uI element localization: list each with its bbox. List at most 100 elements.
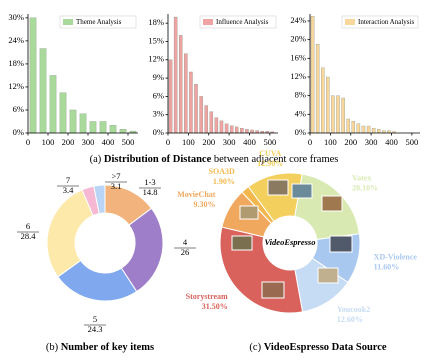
bar <box>39 48 47 134</box>
thumbnail <box>267 179 289 196</box>
legend-swatch <box>345 19 355 25</box>
bar <box>184 53 188 134</box>
legend-label: Interaction Analysis <box>358 18 414 26</box>
center-label: VideoEspresso <box>264 237 315 247</box>
thumbnail <box>321 195 343 212</box>
thumbnail <box>239 205 259 220</box>
bar <box>377 129 381 134</box>
bar <box>245 129 249 134</box>
slice-label: MovieChat <box>177 190 216 199</box>
x-tick-label: 500 <box>263 137 276 147</box>
x-tick-label: 200 <box>62 137 75 147</box>
caption-bold: Number of key items <box>61 342 154 353</box>
bar <box>235 126 239 134</box>
bar <box>331 95 335 134</box>
x-tick-label: 300 <box>82 137 95 147</box>
x-tick-label: 500 <box>122 137 135 147</box>
bar <box>240 127 244 134</box>
bar <box>336 95 340 134</box>
bar <box>310 16 315 134</box>
value-label: 3.1 <box>111 181 122 191</box>
value-label: 1.90% <box>213 177 235 186</box>
x-tick-label: 400 <box>102 137 115 147</box>
thumbnail <box>317 267 339 284</box>
y-tick-label: 12% <box>148 54 164 64</box>
caption-b: (b) Number of key items <box>46 342 154 353</box>
bar <box>361 125 366 134</box>
y-tick-label: 8% <box>295 90 306 100</box>
bar <box>119 129 127 134</box>
bar <box>346 118 350 134</box>
y-tick-label: 24% <box>8 35 24 45</box>
bar <box>99 121 107 134</box>
slice-label: Youcook2 <box>337 305 370 314</box>
value-label: 14.8 <box>143 187 158 197</box>
slice <box>93 184 106 215</box>
y-tick-label: 4% <box>295 108 306 118</box>
slice-label: 6 <box>26 221 30 231</box>
slice-label: Storystream <box>186 292 228 301</box>
y-tick-label: 3% <box>153 109 164 119</box>
y-tick-label: 15% <box>148 35 164 45</box>
bar <box>366 125 371 134</box>
legend-swatch <box>63 19 73 25</box>
value-label: 20.10% <box>352 183 378 192</box>
caption-label: (a) <box>90 154 102 165</box>
bar <box>189 71 193 134</box>
bar <box>79 113 87 134</box>
x-tick-label: 100 <box>42 137 55 147</box>
x-tick-label: 0 <box>166 137 170 147</box>
center-hole <box>263 216 317 270</box>
slice-label: >7 <box>111 171 120 181</box>
x-tick-label: 300 <box>365 137 378 147</box>
y-tick-label: 0% <box>13 127 24 137</box>
legend-box <box>199 15 277 29</box>
caption-c: (c) VideoEspresso Data Source <box>249 342 387 353</box>
y-tick-label: 12% <box>8 81 24 91</box>
caption-label: (c) <box>249 342 261 353</box>
bar <box>214 117 219 134</box>
slice-label: 5 <box>93 314 97 324</box>
y-tick-label: 12% <box>290 71 306 81</box>
bar <box>89 121 97 134</box>
x-tick-label: 400 <box>385 137 398 147</box>
y-tick-label: 9% <box>153 72 164 82</box>
y-tick-label: 6% <box>153 90 164 100</box>
slice-label: 4 <box>183 237 188 247</box>
x-tick-label: 200 <box>202 137 215 147</box>
value-label: 26 <box>181 247 190 257</box>
caption-a: (a) Distribution of Distance between adj… <box>90 154 339 165</box>
bar <box>229 125 234 134</box>
y-tick-label: 16% <box>290 52 306 62</box>
bar <box>209 111 214 134</box>
thumbnail <box>291 183 313 199</box>
bar <box>29 17 37 134</box>
bar <box>315 44 320 134</box>
bar <box>194 84 198 134</box>
value-label: 11.60% <box>374 263 400 272</box>
legend-box <box>341 15 419 29</box>
y-tick-label: 18% <box>8 58 24 68</box>
bar <box>204 105 208 134</box>
caption-bold: Distribution of Distance <box>104 154 212 165</box>
thumbnail <box>329 235 353 253</box>
thumbnail <box>231 235 253 251</box>
legend-box <box>59 15 137 29</box>
bar <box>341 97 345 134</box>
bar <box>59 92 67 134</box>
value-label: 31.50% <box>202 302 228 311</box>
thumbnails <box>231 179 353 299</box>
slice-label: CUVA <box>259 149 281 158</box>
x-tick-label: 100 <box>324 137 337 147</box>
y-tick-label: 6% <box>13 104 24 114</box>
x-tick-label: 100 <box>182 137 195 147</box>
bar <box>168 59 173 134</box>
x-tick-label: 0 <box>308 137 312 147</box>
slice-label: SOA3D <box>209 167 235 176</box>
bar <box>179 35 183 134</box>
value-label: 12.60% <box>337 315 363 324</box>
caption-text: between adjacent core frames <box>214 154 338 165</box>
y-tick-label: 20% <box>290 34 306 44</box>
legend-label: Influence Analysis <box>216 18 269 26</box>
